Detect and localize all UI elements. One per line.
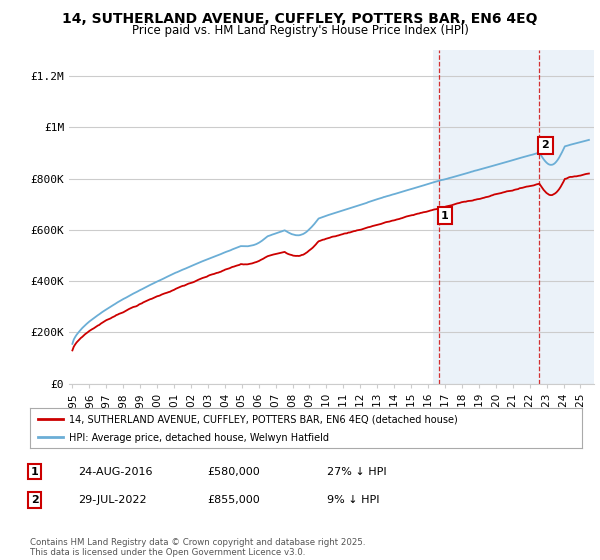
- Bar: [433, 50, 594, 384]
- Text: 24-AUG-2016: 24-AUG-2016: [78, 466, 152, 477]
- Text: £855,000: £855,000: [207, 495, 260, 505]
- Text: 2: 2: [542, 140, 549, 150]
- Text: Price paid vs. HM Land Registry's House Price Index (HPI): Price paid vs. HM Land Registry's House …: [131, 24, 469, 37]
- Text: £580,000: £580,000: [207, 466, 260, 477]
- Text: 1: 1: [441, 211, 449, 221]
- Text: 2: 2: [31, 495, 38, 505]
- Text: 29-JUL-2022: 29-JUL-2022: [78, 495, 146, 505]
- Text: 1: 1: [31, 466, 38, 477]
- Text: Contains HM Land Registry data © Crown copyright and database right 2025.
This d: Contains HM Land Registry data © Crown c…: [30, 538, 365, 557]
- Text: HPI: Average price, detached house, Welwyn Hatfield: HPI: Average price, detached house, Welw…: [68, 433, 329, 443]
- Text: 14, SUTHERLAND AVENUE, CUFFLEY, POTTERS BAR, EN6 4EQ (detached house): 14, SUTHERLAND AVENUE, CUFFLEY, POTTERS …: [68, 414, 457, 424]
- Text: 9% ↓ HPI: 9% ↓ HPI: [327, 495, 380, 505]
- Text: 14, SUTHERLAND AVENUE, CUFFLEY, POTTERS BAR, EN6 4EQ: 14, SUTHERLAND AVENUE, CUFFLEY, POTTERS …: [62, 12, 538, 26]
- Text: 27% ↓ HPI: 27% ↓ HPI: [327, 466, 386, 477]
